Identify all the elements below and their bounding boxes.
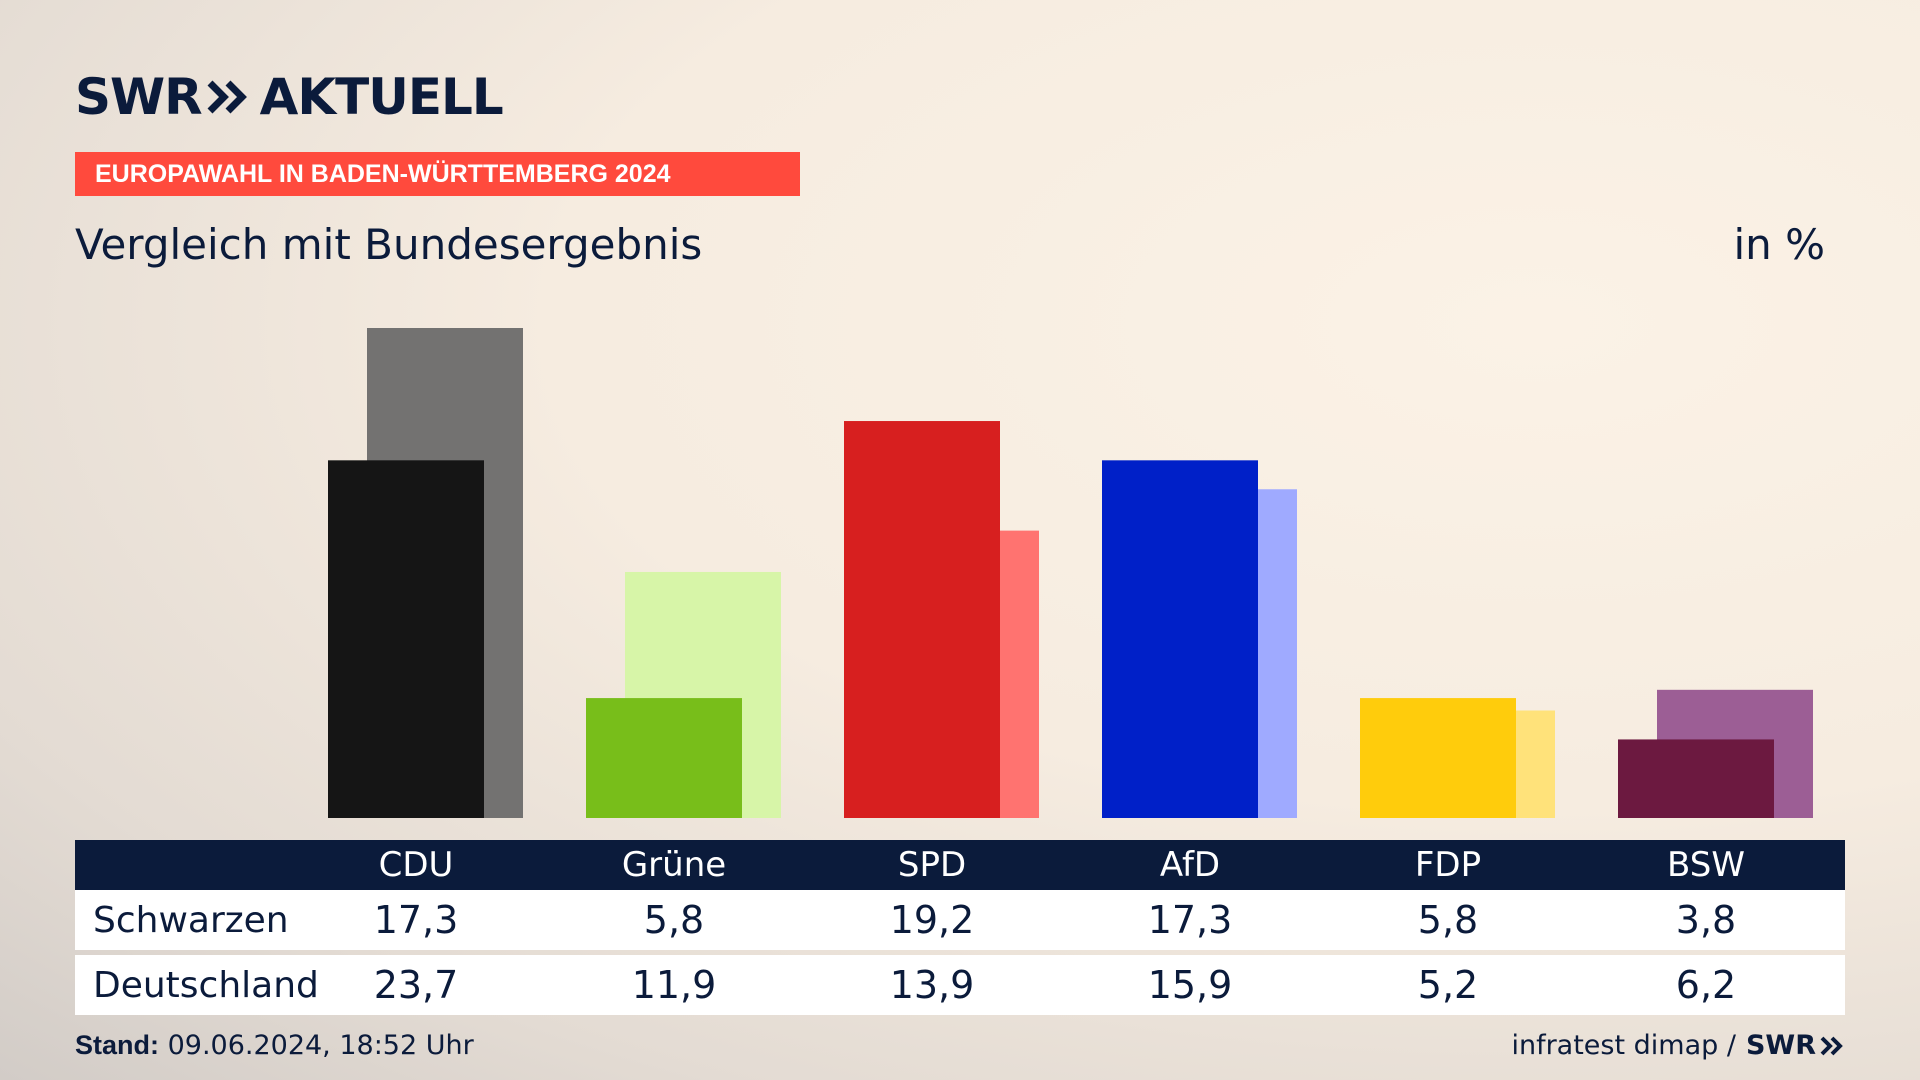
swr-footer-logo: SWR <box>1746 1030 1845 1061</box>
swr-footer-text: SWR <box>1745 1030 1816 1061</box>
value-cell: 19,2 <box>889 898 975 942</box>
swr-aktuell-logo: SWR AKTUELL <box>75 68 504 126</box>
bar-schwarzen-cdu <box>328 460 484 818</box>
timestamp: Stand: 09.06.2024, 18:52 Uhr <box>75 1030 474 1061</box>
bar-schwarzen-afd <box>1102 460 1258 818</box>
chart-subtitle: Vergleich mit Bundesergebnis <box>75 220 703 269</box>
value-cell: 5,8 <box>643 898 705 942</box>
chevron-double-icon <box>207 80 247 114</box>
value-cell: 13,9 <box>889 963 975 1007</box>
unit-label: in % <box>1733 220 1825 269</box>
value-cell: 3,8 <box>1675 898 1737 942</box>
column-header-4: FDP <box>1414 845 1482 885</box>
swr-logo-text: SWR <box>75 68 203 126</box>
table-row-schwarzen: Schwarzen 17,3 5,8 19,2 17,3 5,8 3,8 <box>75 890 1845 950</box>
table-header: CDU Grüne SPD AfD FDP BSW <box>75 840 1845 890</box>
header-spacer <box>75 840 287 890</box>
bar-schwarzen-grüne <box>586 698 742 818</box>
value-cell: 15,9 <box>1147 963 1233 1007</box>
stand-label: Stand: <box>75 1030 159 1060</box>
results-table: CDU Grüne SPD AfD FDP BSW Schwarzen 17,3 5,8 19… <box>75 840 1845 1015</box>
election-tag: EUROPAWAHL IN BADEN-WÜRTTEMBERG 2024 <box>75 152 800 196</box>
bar-schwarzen-bsw <box>1618 739 1774 818</box>
column-header-2: SPD <box>897 845 967 885</box>
bar-schwarzen-spd <box>844 421 1000 818</box>
column-header-1: Grüne <box>621 845 727 885</box>
value-cell: 17,3 <box>373 898 459 942</box>
column-header-5: BSW <box>1667 845 1745 885</box>
chevron-double-icon <box>1820 1036 1843 1055</box>
value-cell: 5,8 <box>1417 898 1479 942</box>
value-cell: 23,7 <box>373 963 459 1007</box>
bar-schwarzen-fdp <box>1360 698 1516 818</box>
row-label: Schwarzen <box>93 899 289 941</box>
value-cell: 17,3 <box>1147 898 1233 942</box>
aktuell-logo-text: AKTUELL <box>259 68 504 126</box>
value-cell: 5,2 <box>1417 963 1479 1007</box>
column-header-3: AfD <box>1159 845 1221 885</box>
source-text: infratest dimap / <box>1511 1030 1736 1061</box>
bar-chart <box>328 328 1813 818</box>
table-row-deutschland: Deutschland 23,7 11,9 13,9 15,9 5,2 6,2 <box>75 955 1845 1015</box>
source-credit: infratest dimap / SWR <box>1511 1030 1845 1061</box>
value-cell: 6,2 <box>1675 963 1737 1007</box>
stand-value: 09.06.2024, 18:52 Uhr <box>167 1030 474 1061</box>
value-cell: 11,9 <box>631 963 717 1007</box>
column-header-0: CDU <box>378 845 454 885</box>
row-label: Deutschland <box>93 964 319 1006</box>
